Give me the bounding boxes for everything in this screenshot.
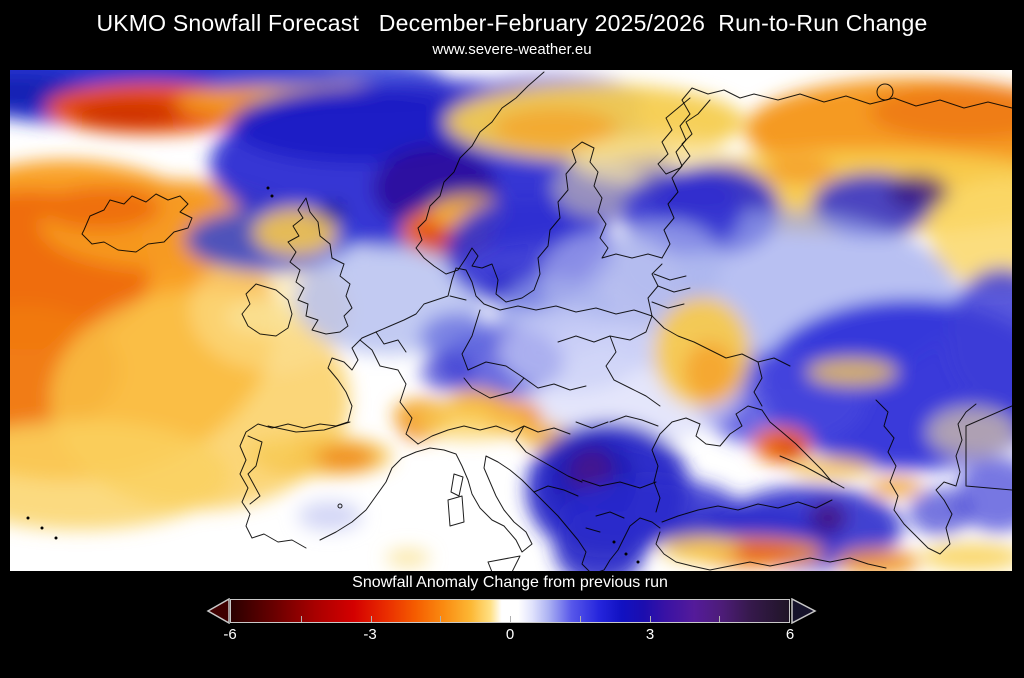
anomaly-blob	[410, 404, 530, 440]
anomaly-blob	[250, 439, 302, 463]
anomaly-blob	[809, 502, 847, 534]
anomaly-blob	[10, 420, 230, 530]
anomaly-blob	[930, 180, 1012, 290]
anomaly-blob	[316, 445, 376, 471]
tick-label: 3	[645, 626, 655, 643]
colorbar-minor-tick	[719, 616, 721, 622]
border-balearics	[337, 503, 343, 509]
border-azores	[54, 536, 58, 540]
border-caspian-sea	[875, 399, 977, 555]
tick-label: -6	[223, 626, 237, 643]
colorbar-minor-tick	[440, 616, 442, 622]
anomaly-blob	[73, 100, 183, 128]
border-azores	[26, 516, 30, 520]
border-finland-russia	[661, 87, 1012, 259]
colorbar-minor-tick	[649, 616, 651, 622]
border-aegean-islands	[612, 540, 616, 544]
border-aegean-islands	[624, 552, 628, 556]
anomaly-blob	[836, 549, 920, 571]
anomaly-blob	[947, 268, 1012, 408]
colorbar-minor-tick	[579, 616, 581, 622]
border-iceland	[81, 193, 193, 253]
border-aegean-islands	[636, 560, 640, 564]
anomaly-blob	[420, 313, 496, 363]
anomaly-blob	[766, 156, 834, 184]
border-atlantic-coast	[239, 263, 663, 549]
map-canvas	[10, 70, 1012, 571]
colorbar-right-arrow-icon	[791, 598, 817, 624]
border-sicily	[487, 555, 521, 571]
border-faroes	[270, 194, 274, 198]
colorbar-minor-tick	[370, 616, 372, 622]
border-inland-central-europe	[417, 295, 587, 497]
anomaly-blob	[230, 87, 490, 163]
colorbar-gradient	[230, 599, 790, 623]
anomaly-blob	[421, 352, 475, 392]
anomaly-blob	[807, 358, 897, 386]
anomaly-blob	[870, 477, 922, 497]
border-faroes	[266, 186, 270, 190]
anomaly-blob	[888, 174, 948, 210]
anomaly-blob	[927, 407, 1012, 457]
anomaly-blob	[684, 342, 736, 402]
europe-snowfall-anomaly-map	[10, 70, 1012, 571]
anomaly-blob	[870, 84, 1012, 140]
colorbar-minor-tick	[300, 616, 302, 622]
border-inland-eastern-europe	[557, 273, 845, 533]
tick-label: 6	[785, 626, 795, 643]
tick-label: -3	[363, 626, 377, 643]
colorbar-left-arrow-icon	[206, 598, 230, 624]
border-scandinavia	[415, 71, 663, 303]
border-corsica	[450, 473, 464, 497]
anomaly-blob	[660, 536, 740, 562]
source-watermark: www.severe-weather.eu	[432, 41, 592, 58]
anomaly-field-layer	[10, 70, 1012, 571]
border-kolguyev-island	[876, 83, 894, 101]
border-black-sea	[651, 405, 833, 513]
tick-label: 0	[505, 626, 515, 643]
anomaly-blob	[790, 457, 874, 479]
anomaly-blob	[386, 549, 430, 567]
border-white-sea	[657, 97, 711, 175]
anomaly-blob	[318, 203, 346, 221]
border-sardinia	[447, 495, 465, 527]
anomaly-blob	[225, 299, 301, 335]
border-ireland	[241, 283, 293, 337]
anomaly-blob	[553, 158, 643, 218]
page-title: UKMO Snowfall Forecast December-February…	[96, 10, 928, 36]
border-inland-western-europe	[247, 331, 419, 505]
border-turkey-north	[661, 499, 833, 523]
anomaly-blob	[40, 186, 160, 230]
border-great-britain	[287, 197, 353, 335]
anomaly-blob	[493, 108, 617, 148]
anomaly-blob	[500, 312, 644, 392]
colorbar-minor-tick	[510, 616, 511, 622]
colorbar-title: Snowfall Anomaly Change from previous ru…	[352, 574, 668, 591]
colorbar-tick-labels: -6 -3 0 3 6	[223, 626, 794, 646]
anomaly-blob	[298, 501, 362, 531]
anomaly-blob	[920, 543, 1012, 571]
anomaly-blob	[776, 439, 804, 459]
border-kazakhstan	[965, 405, 1012, 491]
anomaly-blob	[908, 488, 972, 536]
country-borders-layer	[26, 71, 1012, 571]
border-mediterranean-coast	[319, 447, 887, 571]
border-azores	[40, 526, 44, 530]
